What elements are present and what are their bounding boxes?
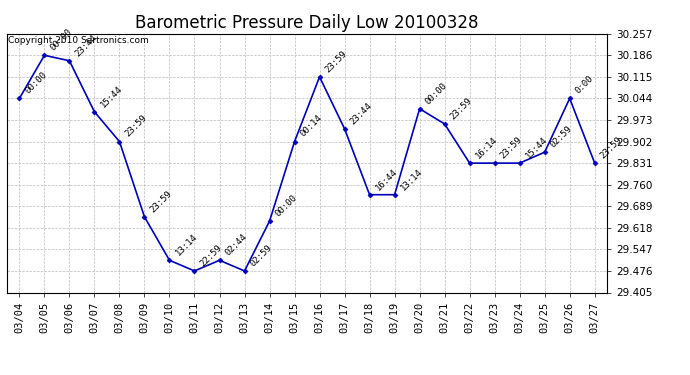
Text: 23:44: 23:44 [348,100,374,126]
Text: 13:14: 13:14 [399,166,424,192]
Text: 00:00: 00:00 [48,27,74,52]
Text: 00:14: 00:14 [299,113,324,139]
Text: 23:59: 23:59 [599,135,624,160]
Text: 16:14: 16:14 [474,135,499,160]
Text: 00:00: 00:00 [23,70,49,96]
Text: 02:59: 02:59 [549,124,574,149]
Title: Barometric Pressure Daily Low 20100328: Barometric Pressure Daily Low 20100328 [135,14,479,32]
Text: 0:00: 0:00 [574,74,595,96]
Text: Copyright 2010 Sartronics.com: Copyright 2010 Sartronics.com [8,36,149,45]
Text: 13:14: 13:14 [174,232,199,258]
Text: 15:44: 15:44 [524,135,549,160]
Text: 23:59: 23:59 [124,113,149,139]
Text: 16:44: 16:44 [374,166,399,192]
Text: 23:59: 23:59 [448,96,474,121]
Text: 02:59: 02:59 [248,243,274,268]
Text: 00:00: 00:00 [274,193,299,218]
Text: 23:59: 23:59 [499,135,524,160]
Text: 00:00: 00:00 [424,81,449,106]
Text: 23:59: 23:59 [148,189,174,214]
Text: 15:44: 15:44 [99,84,124,109]
Text: 23:59: 23:59 [324,49,349,74]
Text: 02:44: 02:44 [224,232,249,258]
Text: 23:44: 23:44 [74,33,99,58]
Text: 22:59: 22:59 [199,243,224,268]
